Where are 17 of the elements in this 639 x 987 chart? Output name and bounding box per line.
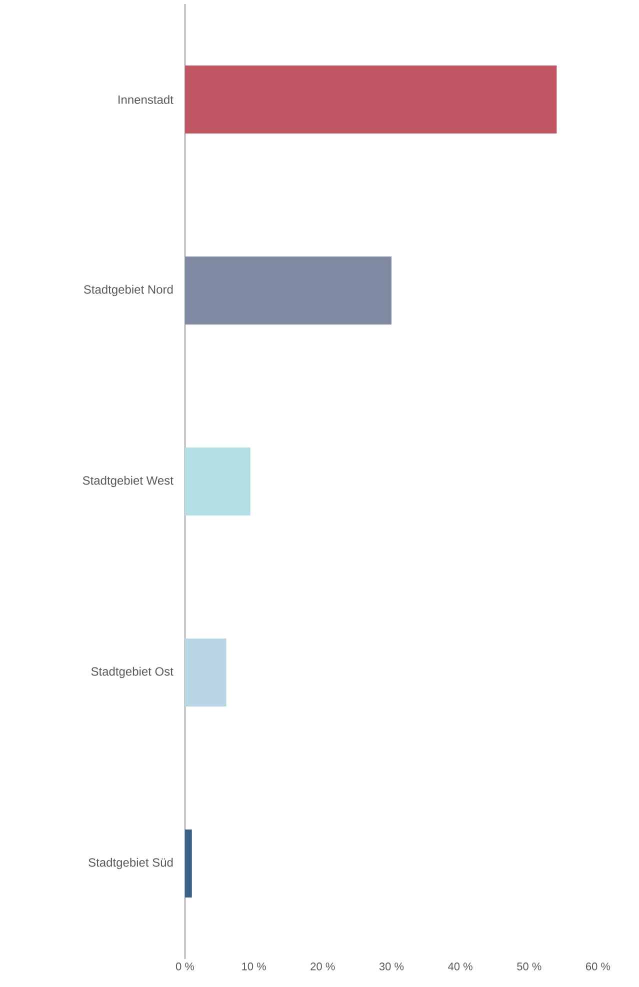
x-tick-label: 20 % xyxy=(310,962,335,970)
y-tick-label: Stadtgebiet Nord xyxy=(84,284,173,296)
y-tick-label: Stadtgebiet West xyxy=(82,476,174,488)
x-tick-label: 10 % xyxy=(242,962,266,970)
y-tick-label: Stadtgebiet Süd xyxy=(88,858,173,870)
bar xyxy=(184,638,226,707)
x-tick-label: 40 % xyxy=(448,962,472,970)
bar xyxy=(184,448,250,516)
x-tick-label: 50 % xyxy=(517,962,542,970)
bar xyxy=(184,256,392,325)
x-tick-label: 30 % xyxy=(379,962,404,970)
x-tick-label: 0 % xyxy=(176,962,194,970)
bar xyxy=(184,66,557,134)
y-tick-label: Stadtgebiet Ost xyxy=(91,666,174,678)
y-tick-label: Innenstadt xyxy=(118,95,174,104)
bar xyxy=(184,830,192,898)
x-tick-label: 60 % xyxy=(586,962,610,970)
